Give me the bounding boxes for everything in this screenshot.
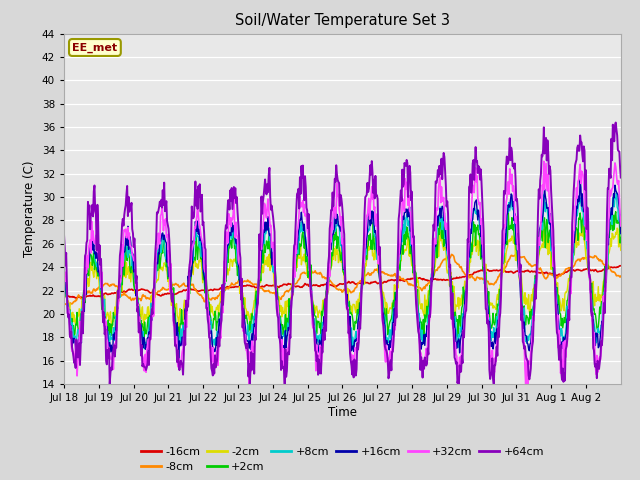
-2cm <box>256 279 264 285</box>
-2cm <box>432 257 440 263</box>
+8cm <box>256 264 264 269</box>
-2cm <box>108 325 116 331</box>
+64cm <box>617 175 625 180</box>
-2cm <box>401 247 408 253</box>
+8cm <box>612 190 620 196</box>
-16cm <box>401 278 408 284</box>
-16cm <box>79 295 86 301</box>
+16cm <box>617 230 625 236</box>
+64cm <box>60 231 68 237</box>
+2cm <box>60 277 68 283</box>
Line: +2cm: +2cm <box>64 211 621 341</box>
+2cm <box>228 234 236 240</box>
-16cm <box>277 283 285 288</box>
+64cm <box>106 381 113 387</box>
+64cm <box>256 247 264 253</box>
+2cm <box>125 255 133 261</box>
+32cm <box>255 276 263 282</box>
-8cm <box>617 273 625 279</box>
+8cm <box>125 250 133 256</box>
Line: +8cm: +8cm <box>64 193 621 348</box>
+8cm <box>617 231 625 237</box>
X-axis label: Time: Time <box>328 406 357 419</box>
+32cm <box>125 230 133 236</box>
+16cm <box>432 243 440 249</box>
Line: +16cm: +16cm <box>64 180 621 362</box>
-16cm <box>126 287 134 293</box>
+2cm <box>256 269 264 275</box>
Line: -16cm: -16cm <box>64 266 621 298</box>
+2cm <box>504 208 512 214</box>
+2cm <box>277 321 285 326</box>
-8cm <box>60 301 68 307</box>
-2cm <box>277 303 285 309</box>
+16cm <box>125 237 133 243</box>
+16cm <box>256 270 264 276</box>
Y-axis label: Temperature (C): Temperature (C) <box>23 160 36 257</box>
-16cm <box>228 284 236 290</box>
+8cm <box>228 233 236 239</box>
-16cm <box>617 263 625 269</box>
Line: +32cm: +32cm <box>64 161 621 384</box>
+8cm <box>277 324 285 329</box>
-2cm <box>126 266 134 272</box>
+8cm <box>140 346 148 351</box>
+16cm <box>60 272 68 277</box>
+2cm <box>432 243 440 249</box>
-8cm <box>61 301 68 307</box>
Line: -2cm: -2cm <box>64 224 621 328</box>
-8cm <box>228 281 236 287</box>
-2cm <box>617 248 625 253</box>
+32cm <box>431 238 439 244</box>
+2cm <box>401 231 408 237</box>
Legend: -16cm, -8cm, -2cm, +2cm, +8cm, +16cm, +32cm, +64cm: -16cm, -8cm, -2cm, +2cm, +8cm, +16cm, +3… <box>136 442 548 477</box>
+8cm <box>401 214 408 220</box>
-2cm <box>579 221 587 227</box>
-16cm <box>616 263 624 269</box>
-2cm <box>228 264 236 269</box>
Line: -8cm: -8cm <box>64 254 621 304</box>
-8cm <box>401 277 408 283</box>
+64cm <box>401 160 408 166</box>
-8cm <box>126 294 134 300</box>
-8cm <box>448 252 456 257</box>
-8cm <box>277 297 285 302</box>
+2cm <box>617 235 625 240</box>
+8cm <box>432 230 440 236</box>
-2cm <box>60 282 68 288</box>
+2cm <box>175 338 183 344</box>
+64cm <box>126 202 134 208</box>
+32cm <box>617 223 625 229</box>
Text: EE_met: EE_met <box>72 42 118 53</box>
+32cm <box>60 275 68 281</box>
-16cm <box>256 284 264 290</box>
+64cm <box>277 367 285 373</box>
+32cm <box>276 341 284 347</box>
+16cm <box>576 177 584 182</box>
+64cm <box>612 120 620 125</box>
+32cm <box>228 215 236 221</box>
+16cm <box>401 209 408 215</box>
Line: +64cm: +64cm <box>64 122 621 384</box>
-8cm <box>432 267 440 273</box>
+32cm <box>400 202 408 207</box>
+32cm <box>540 158 548 164</box>
-16cm <box>60 294 68 300</box>
+16cm <box>228 229 236 235</box>
+64cm <box>228 206 236 212</box>
+16cm <box>277 337 285 343</box>
+8cm <box>60 264 68 269</box>
+16cm <box>145 360 152 365</box>
+64cm <box>432 179 440 184</box>
-8cm <box>256 285 264 291</box>
Title: Soil/Water Temperature Set 3: Soil/Water Temperature Set 3 <box>235 13 450 28</box>
+32cm <box>522 381 529 387</box>
-16cm <box>432 276 440 282</box>
